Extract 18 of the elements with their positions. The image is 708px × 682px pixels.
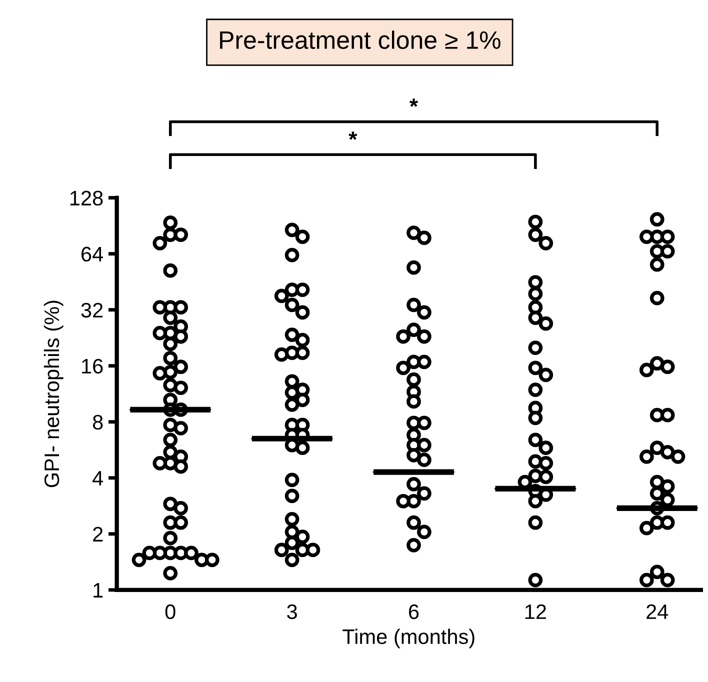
x-tick-label: 0 <box>165 604 176 620</box>
y-tick-label: 4 <box>92 471 104 486</box>
y-tick-label: 16 <box>82 358 103 374</box>
y-tick-label: 64 <box>82 246 104 262</box>
x-axis-title: Time (months) <box>342 628 474 648</box>
text: * <box>348 132 358 140</box>
x-tick-label: 24 <box>646 604 668 619</box>
x-tick-label: 3 <box>287 604 297 620</box>
y-tick-label: 8 <box>92 414 103 430</box>
y-tick-label: 32 <box>81 302 103 318</box>
x-tick-label: 6 <box>409 604 419 620</box>
y-tick-label: 1 <box>94 583 103 598</box>
y-tick-label: 128 <box>70 190 103 206</box>
text: * <box>409 98 418 107</box>
y-axis-title: GPI- neutrophils (%) <box>44 300 64 488</box>
chart-title: Pre-treatment clone ≥ 1% <box>220 30 500 49</box>
x-tick-label: 12 <box>525 604 546 619</box>
y-tick-label: 2 <box>93 526 103 542</box>
